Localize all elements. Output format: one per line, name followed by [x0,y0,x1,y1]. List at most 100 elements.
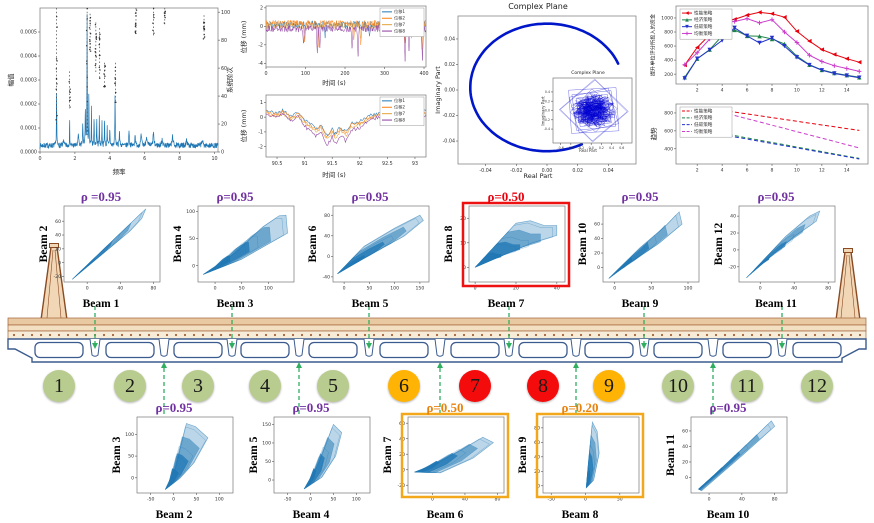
svg-text:20: 20 [730,231,736,237]
s5-title: ρ=0.95 [621,189,659,204]
svg-text:80: 80 [772,497,778,503]
ts1-ylabel: 位移 (mm) [240,20,248,53]
svg-text:8: 8 [178,156,181,162]
svg-text:-40: -40 [322,274,330,280]
svg-text:0.6: 0.6 [619,146,624,150]
svg-text:80: 80 [221,38,227,44]
svg-text:1: 1 [260,100,263,106]
svg-text:600: 600 [664,128,673,134]
svg-text:0.2: 0.2 [545,99,550,103]
svg-text:位移1: 位移1 [394,8,405,15]
svg-text:-4: -4 [258,61,263,67]
panel-s6: 0 40 80 -20 0 20 40 ρ=0.95 Beam 11 Beam 12 [711,188,841,312]
ts2-xlabel: 时间 (s) [322,171,346,179]
svg-text:100: 100 [125,432,134,438]
svg-text:低碳策略: 低碳策略 [694,121,713,128]
svg-text:100: 100 [221,10,230,16]
svg-text:50: 50 [617,497,623,503]
svg-text:0: 0 [463,265,466,271]
svg-text:4: 4 [721,168,724,174]
svg-text:8: 8 [771,88,774,94]
svg-text:位移7: 位移7 [394,21,405,28]
svg-text:0: 0 [214,286,217,292]
s3-ylabel: Beam 6 [307,225,319,263]
svg-text:0: 0 [685,475,688,481]
svg-text:80: 80 [825,286,831,292]
b5-plot: 0 40 80 0 20 40 60 [682,416,788,503]
svg-text:60: 60 [594,222,600,228]
svg-text:-50: -50 [547,497,555,503]
svg-text:0.02: 0.02 [444,62,455,68]
s5-plot: 0 50 100 0 20 40 60 [594,205,700,292]
b2-plot: -50 0 50 100 0 50 100 150 [262,416,371,503]
b3-title: ρ=0.50 [426,400,464,415]
svg-text:0: 0 [343,286,346,292]
svg-text:200: 200 [664,72,673,78]
svg-text:0.0003: 0.0003 [20,78,37,84]
svg-text:40: 40 [739,497,745,503]
s6-xlabel: Beam 11 [755,298,797,310]
inset-ylabel: Imaginary Part [540,95,546,126]
b3-xlabel: Beam 6 [426,509,464,521]
beam-status-circle-8: 8 [527,370,559,402]
ts1-xlabel: 时间 (s) [322,79,346,87]
b1-xlabel: Beam 2 [155,509,193,521]
svg-text:90.5: 90.5 [272,161,283,167]
svg-text:2: 2 [260,6,263,12]
svg-text:0: 0 [584,497,587,503]
svg-text:性能策略: 性能策略 [694,9,713,16]
svg-text:-2: -2 [258,42,263,48]
complex-xlabel: Real Part [523,172,553,180]
svg-text:-0.02: -0.02 [443,113,455,119]
svg-text:400: 400 [419,71,428,77]
svg-text:-1: -1 [258,130,263,136]
svg-text:经济策略: 经济策略 [694,16,713,23]
panel-s3: 0 50 100 150 -40 0 40 80 ρ=0.95 Beam 5 Beam 6 [305,188,435,312]
inset-plot: -0.6 -0.4 -0.2 0.0 0.2 0.4 0.6 -0.4 -0.2 0.0 0.2 0.… [544,77,633,150]
svg-text:位移8: 位移8 [394,27,405,34]
svg-text:0.0: 0.0 [589,146,594,150]
svg-text:0: 0 [733,248,736,254]
svg-text:均衡策略: 均衡策略 [694,128,713,135]
svg-text:150: 150 [416,286,425,292]
beam-status-circle-11: 11 [731,370,763,402]
svg-text:40: 40 [682,444,688,450]
svg-text:2: 2 [696,168,699,174]
s2-xlabel: Beam 3 [216,298,254,310]
svg-text:100: 100 [215,497,224,503]
svg-text:91.5: 91.5 [327,161,338,167]
panel-ts2: 90.5 91 91.5 92 92.5 93 -2 -1 0 1 位移1 位移2 位移7 位移8 时间 (… [236,89,432,181]
svg-text:10: 10 [794,88,800,94]
svg-text:6: 6 [746,88,749,94]
svg-text:50: 50 [265,459,271,465]
svg-text:200: 200 [340,71,349,77]
svg-text:0: 0 [172,497,175,503]
svg-text:0: 0 [268,478,271,484]
svg-text:40: 40 [730,214,736,220]
svg-text:位移2: 位移2 [394,15,405,22]
svg-text:80: 80 [150,286,156,292]
s2-ylabel: Beam 4 [172,225,184,263]
svg-text:20: 20 [682,460,688,466]
svg-text:-0.6: -0.6 [558,146,564,150]
svg-text:0.0005: 0.0005 [20,30,37,36]
svg-text:20: 20 [221,122,227,128]
svg-text:-50: -50 [284,497,292,503]
svg-text:400: 400 [664,146,673,152]
svg-text:-0.02: -0.02 [510,168,522,174]
svg-text:20: 20 [55,246,61,252]
svg-text:均衡策略: 均衡策略 [694,30,713,37]
svg-text:-0.4: -0.4 [568,146,574,150]
s1-xlabel: Beam 1 [82,298,120,310]
svg-text:40: 40 [554,286,560,292]
beam-status-circle-7: 7 [459,370,491,402]
b5-xlabel: Beam 10 [706,509,750,521]
s4-title: ρ=0.50 [487,189,525,204]
svg-text:300: 300 [380,71,389,77]
ts2-ylabel: 位移 (mm) [240,109,248,143]
svg-text:14: 14 [844,168,850,174]
